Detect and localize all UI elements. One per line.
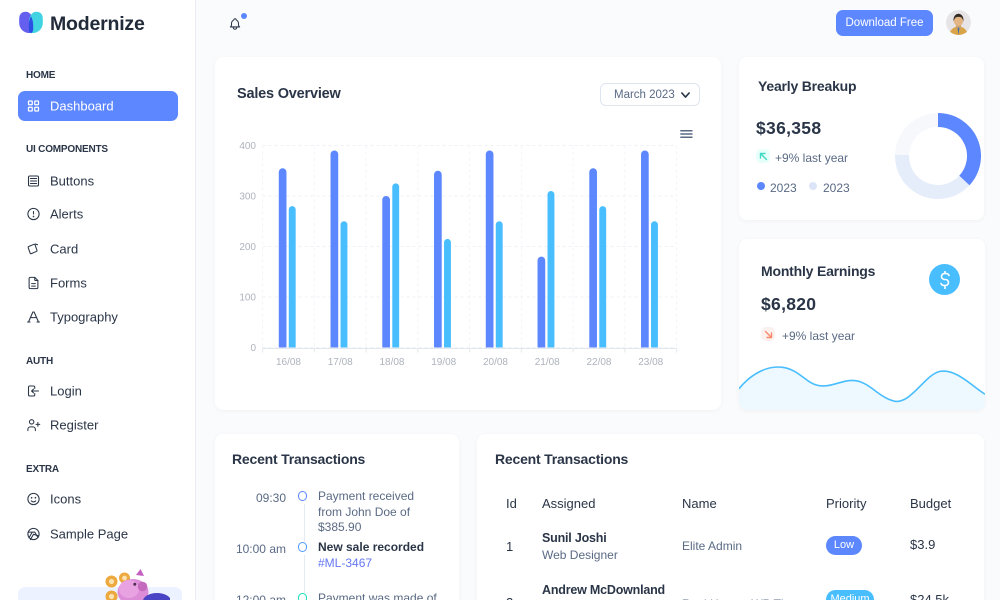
svg-text:400: 400 [239, 141, 256, 152]
svg-text:17/08: 17/08 [328, 357, 353, 368]
svg-text:19/08: 19/08 [431, 357, 456, 368]
svg-text:16/08: 16/08 [276, 357, 301, 368]
svg-text:0: 0 [250, 343, 256, 354]
svg-text:20/08: 20/08 [483, 357, 508, 368]
svg-text:18/08: 18/08 [379, 357, 404, 368]
svg-text:21/08: 21/08 [535, 357, 560, 368]
svg-text:100: 100 [239, 293, 256, 304]
svg-text:22/08: 22/08 [586, 357, 611, 368]
svg-text:23/08: 23/08 [638, 357, 663, 368]
svg-text:300: 300 [239, 192, 256, 203]
svg-text:200: 200 [239, 242, 256, 253]
